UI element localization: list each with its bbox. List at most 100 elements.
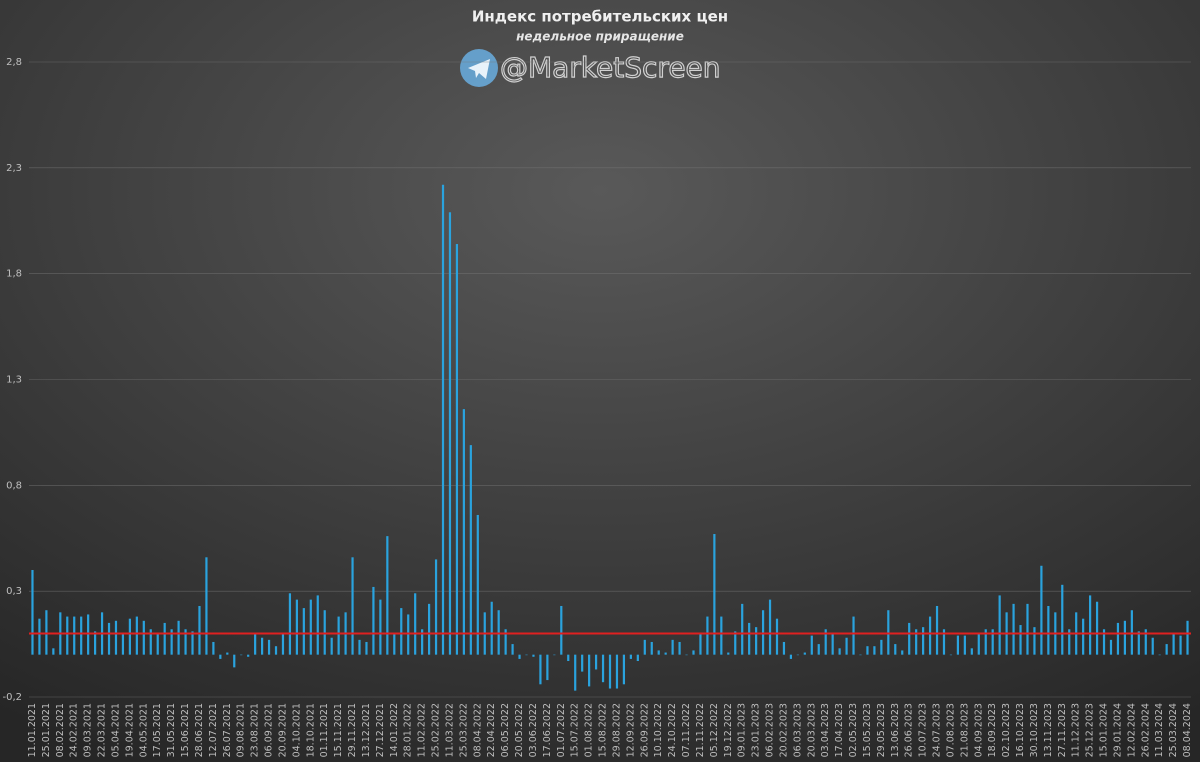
bar xyxy=(546,654,549,681)
x-tick-label: 29.08.2022 xyxy=(611,703,622,757)
x-tick-label: 19.04.2021 xyxy=(124,703,135,757)
bar xyxy=(643,639,646,655)
x-tick-label: 01.07.2022 xyxy=(556,703,567,757)
bar xyxy=(956,635,960,655)
x-tick-label: 11.02.2022 xyxy=(417,703,428,757)
x-tick-label: 14.01.2022 xyxy=(389,703,400,757)
bar xyxy=(553,654,556,656)
x-tick-label: 25.01.2021 xyxy=(41,703,52,757)
bar xyxy=(330,637,333,655)
x-tick-label: 26.02.2024 xyxy=(1140,703,1151,757)
x-tick-label: 13.06.2023 xyxy=(890,703,901,757)
bar xyxy=(407,614,410,655)
x-tick-label: 09.08.2021 xyxy=(236,703,247,757)
bar xyxy=(455,244,459,655)
bar xyxy=(1082,618,1085,655)
x-tick-label: 11.12.2023 xyxy=(1071,703,1082,757)
x-tick-label: 17.04.2023 xyxy=(834,703,845,757)
bar xyxy=(852,616,855,655)
bar xyxy=(247,654,250,657)
x-tick-label: 17.05.2021 xyxy=(152,703,163,757)
bar xyxy=(560,605,563,655)
bar xyxy=(928,616,932,655)
x-tick-label: 22.03.2021 xyxy=(97,703,108,757)
bar xyxy=(1047,605,1050,655)
bar xyxy=(1102,629,1106,655)
bar xyxy=(761,610,765,655)
bar xyxy=(817,644,820,655)
bar xyxy=(1012,603,1015,655)
x-tick-label: 06.05.2022 xyxy=(500,703,511,757)
bar xyxy=(894,644,897,655)
x-tick-label: 09.01.2023 xyxy=(737,703,748,757)
bar xyxy=(414,593,417,655)
bar xyxy=(539,654,542,685)
x-tick-label: 26.07.2021 xyxy=(222,703,233,757)
bar xyxy=(205,557,208,655)
bar xyxy=(1151,637,1154,655)
x-tick-label: 26.09.2022 xyxy=(639,703,650,757)
bar xyxy=(727,652,730,655)
bar xyxy=(288,593,292,655)
bar xyxy=(87,614,90,655)
x-tick-label: 02.10.2023 xyxy=(1001,703,1012,757)
x-tick-label: 10.10.2022 xyxy=(653,703,664,757)
x-tick-label: 05.12.2022 xyxy=(709,703,720,757)
bar xyxy=(1033,627,1036,655)
bar xyxy=(316,595,319,655)
bar xyxy=(434,559,438,655)
x-tick-label: 15.01.2024 xyxy=(1099,703,1110,757)
bar xyxy=(309,599,312,655)
bar xyxy=(66,616,69,655)
bar xyxy=(52,648,55,655)
x-tick-label: 13.12.2021 xyxy=(361,703,372,757)
x-tick-label: 21.11.2022 xyxy=(695,703,706,757)
bar xyxy=(372,586,375,655)
x-tick-label: 29.11.2021 xyxy=(347,703,358,757)
x-tick-label: 12.07.2021 xyxy=(208,703,219,757)
bar xyxy=(1109,639,1113,655)
bar xyxy=(567,654,570,662)
x-tick-label: 06.09.2021 xyxy=(264,703,275,757)
bar xyxy=(803,652,806,655)
x-tick-label: 13.11.2023 xyxy=(1043,703,1054,757)
bar xyxy=(755,627,758,655)
x-tick-label: 01.11.2021 xyxy=(319,703,330,757)
bar xyxy=(1158,654,1161,656)
bar xyxy=(504,629,507,655)
bar xyxy=(984,629,987,655)
bar xyxy=(240,654,243,656)
bar xyxy=(212,641,215,655)
bar xyxy=(1095,601,1099,655)
bar xyxy=(699,633,702,655)
x-tick-label: 19.12.2022 xyxy=(723,703,734,757)
bar xyxy=(789,654,793,659)
bar xyxy=(191,631,194,655)
x-tick-label: 28.01.2022 xyxy=(403,703,414,757)
bar xyxy=(942,629,946,655)
x-tick-label: 16.10.2023 xyxy=(1015,703,1026,757)
x-tick-label: 21.08.2023 xyxy=(959,703,970,757)
watermark: @MarketScreen xyxy=(500,51,721,84)
x-tick-label: 29.05.2023 xyxy=(876,703,887,757)
x-tick-label: 17.06.2022 xyxy=(542,703,553,757)
x-tick-label: 12.09.2022 xyxy=(625,703,636,757)
bar xyxy=(295,599,298,655)
x-tick-label: 08.04.2022 xyxy=(472,703,483,757)
bar xyxy=(866,646,869,655)
bar xyxy=(80,616,83,655)
bar xyxy=(281,633,285,655)
bar xyxy=(622,654,626,685)
bar xyxy=(1040,565,1043,655)
bar xyxy=(462,409,465,655)
x-tick-label: 11.03.2022 xyxy=(444,703,455,757)
bar xyxy=(511,644,514,655)
bar xyxy=(1144,629,1147,655)
x-tick-label: 25.03.2022 xyxy=(458,703,469,757)
x-tick-label: 27.11.2023 xyxy=(1057,703,1068,757)
bar xyxy=(73,616,76,655)
bar xyxy=(1137,631,1140,655)
bar xyxy=(887,610,890,655)
bar xyxy=(379,599,382,655)
